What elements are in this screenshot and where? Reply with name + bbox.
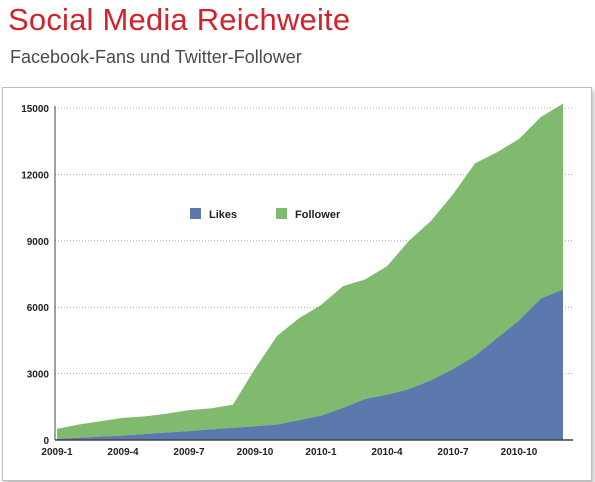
y-tick-label-3000: 3000	[27, 370, 50, 381]
x-tick-label-2010-7: 2010-7	[437, 447, 469, 458]
chart-frame: 0 3000 6000 9000 12000 15000 2009-1 2009-4 2009-…	[2, 87, 592, 481]
x-tick-label-2009-1: 2009-1	[41, 447, 73, 458]
x-tick-label-2009-4: 2009-4	[107, 447, 139, 458]
x-tick-label-2010-4: 2010-4	[371, 447, 403, 458]
x-tick-label-2009-10: 2009-10	[237, 447, 274, 458]
page-title: Social Media Reichweite	[8, 2, 351, 37]
y-tick-label-9000: 9000	[27, 237, 50, 248]
x-tick-label-2010-1: 2010-1	[305, 447, 337, 458]
y-tick-label-12000: 12000	[21, 170, 49, 181]
legend-swatch-likes	[190, 208, 201, 219]
x-tick-label-2010-10: 2010-10	[501, 447, 538, 458]
social-media-area-chart: 0 3000 6000 9000 12000 15000 2009-1 2009-4 2009-…	[21, 103, 573, 458]
y-tick-label-6000: 6000	[27, 303, 50, 314]
legend-label-follower: Follower	[295, 209, 341, 221]
y-tick-label-15000: 15000	[21, 104, 49, 115]
legend-label-likes: Likes	[209, 209, 237, 221]
legend-swatch-follower	[276, 208, 287, 219]
series-area-follower	[57, 103, 563, 440]
y-tick-label-0: 0	[43, 436, 49, 447]
x-tick-label-2009-7: 2009-7	[173, 447, 205, 458]
series-area-likes	[57, 289, 563, 440]
page-subtitle: Facebook-Fans und Twitter-Follower	[10, 47, 302, 67]
